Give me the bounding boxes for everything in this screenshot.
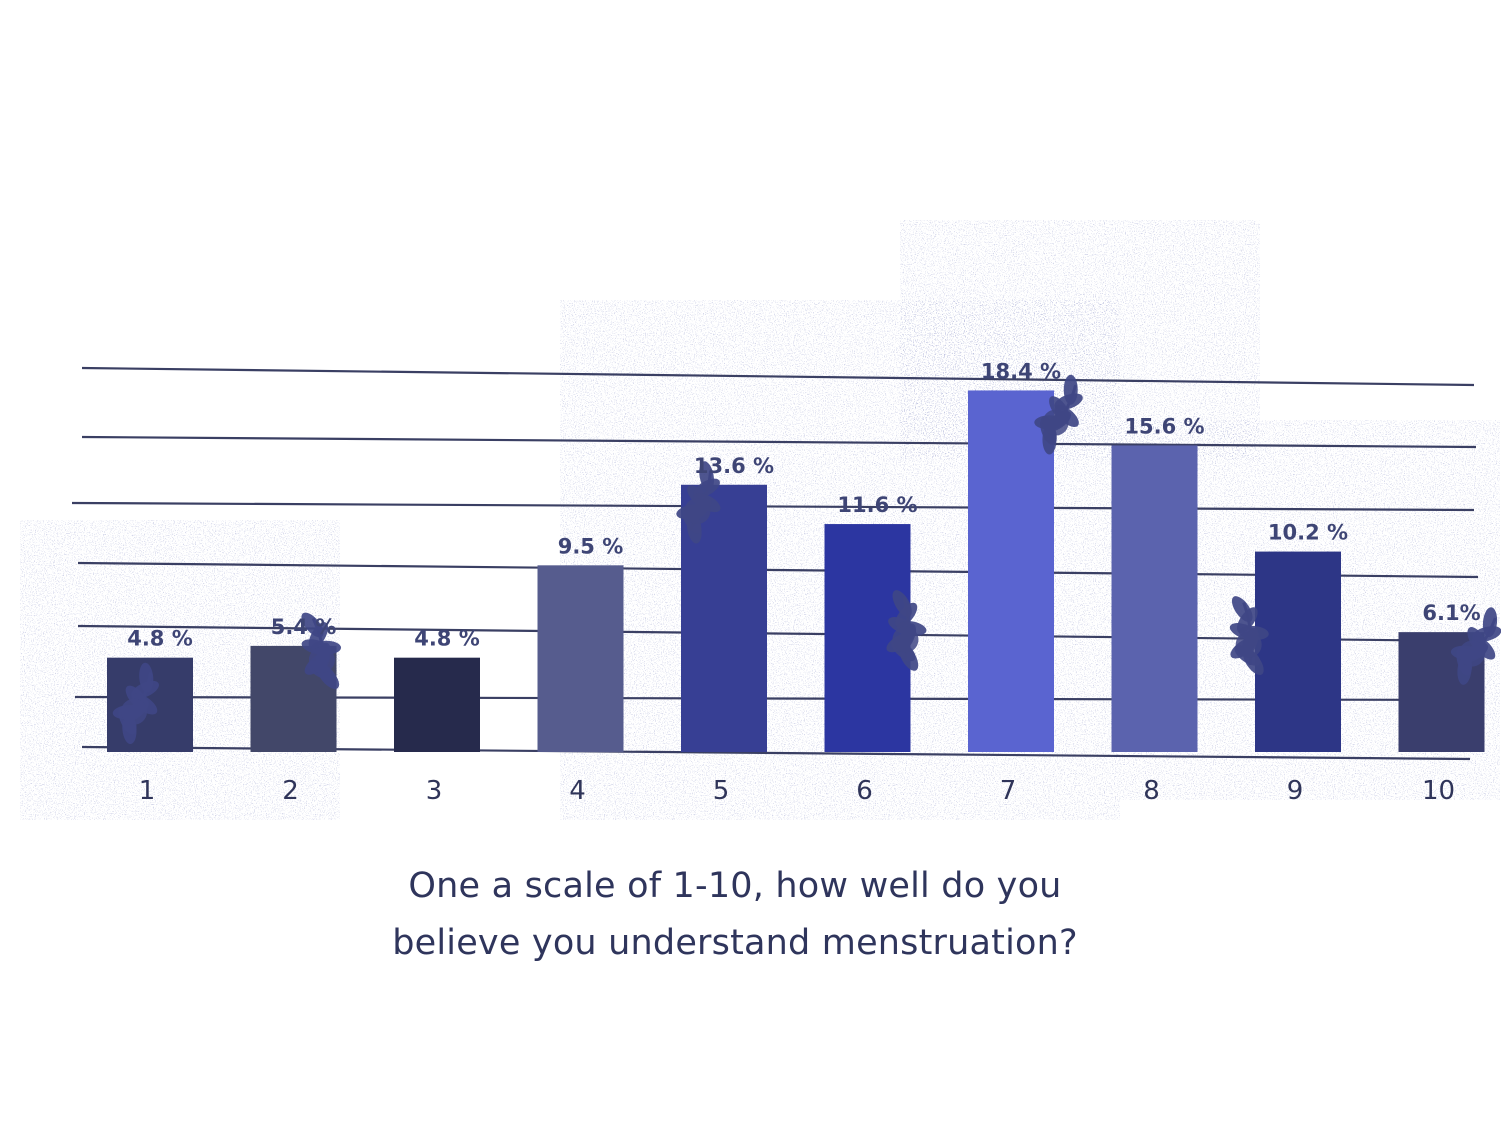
x-tick-label-7: 7 — [1000, 776, 1017, 806]
x-tick-label-1: 1 — [139, 776, 156, 806]
bar-3 — [394, 657, 480, 752]
x-tick-label-3: 3 — [426, 776, 443, 806]
x-tick-label-6: 6 — [856, 776, 873, 806]
bar-value-label-8: 15.6 % — [1124, 414, 1204, 438]
grid-line — [81, 435, 1477, 449]
chart-caption-line-2: believe you understand menstruation? — [392, 923, 1078, 963]
leaf-sprig-icon — [676, 461, 721, 544]
x-tick-label-4: 4 — [569, 776, 586, 806]
x-tick-label-2: 2 — [282, 776, 299, 806]
bar-value-label-6: 11.6 % — [837, 493, 917, 517]
bar-value-label-7: 18.4 % — [981, 359, 1061, 383]
leaf-decorations — [112, 374, 1501, 745]
grid-line — [81, 366, 1475, 387]
x-tick-label-5: 5 — [713, 776, 730, 806]
leaf-sprig-icon — [301, 612, 342, 690]
bar-value-label-10: 6.1% — [1422, 601, 1480, 625]
leaf-sprig-icon — [112, 662, 159, 745]
bar-4 — [537, 565, 624, 752]
bars — [107, 390, 1485, 752]
leaf-sprig-icon — [1034, 374, 1083, 455]
x-tick-label-10: 10 — [1422, 776, 1455, 806]
bar-value-label-9: 10.2 % — [1268, 521, 1348, 545]
leaf-sprig-icon — [1450, 607, 1501, 685]
x-tick-label-9: 9 — [1287, 776, 1304, 806]
x-tick-label-8: 8 — [1143, 776, 1160, 806]
bar-value-label-2: 5.4 % — [271, 615, 337, 639]
bar-value-label-1: 4.8 % — [127, 627, 193, 651]
bar-9 — [1255, 551, 1341, 752]
leaf-sprig-icon — [1229, 596, 1269, 675]
bar-7 — [968, 390, 1054, 752]
grid-line — [71, 501, 1475, 512]
bar-value-label-3: 4.8 % — [414, 627, 480, 651]
leaf-sprig-icon — [886, 590, 927, 671]
bar-value-label-5: 13.6 % — [694, 454, 774, 478]
x-tick-labels: 1 2 3 4 5 6 7 8 9 10 — [139, 776, 1455, 806]
bar-value-label-4: 9.5 % — [558, 534, 624, 558]
bar-8 — [1111, 445, 1198, 752]
chart-caption-line-1: One a scale of 1-10, how well do you — [408, 866, 1062, 906]
grid-line — [77, 561, 1479, 579]
value-labels: 4.8 % 5.4 % 4.8 % 9.5 % 13.6 % 11.6 % 18.4 % 15… — [127, 359, 1480, 650]
